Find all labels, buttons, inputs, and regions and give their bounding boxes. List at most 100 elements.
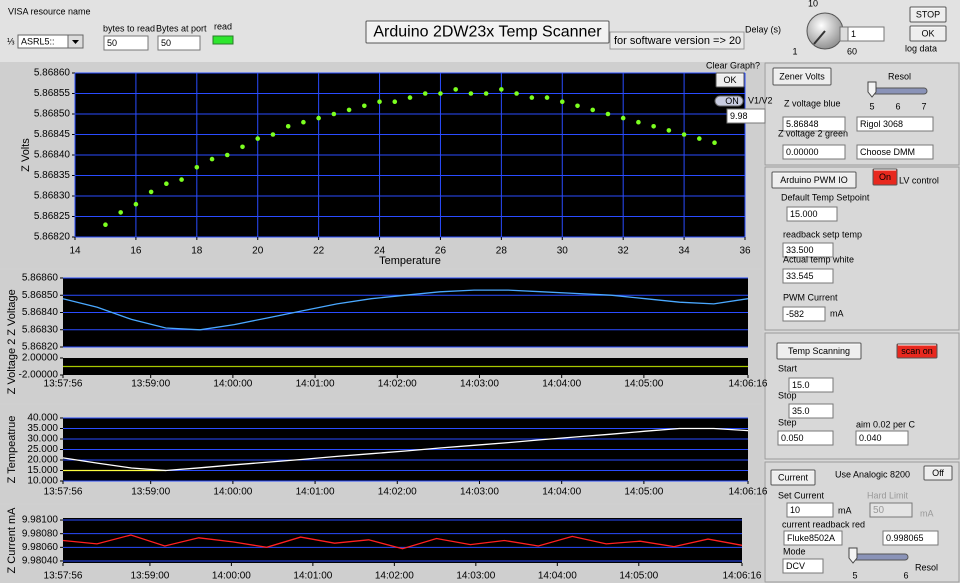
label: Z voltage 2 green — [778, 128, 848, 138]
toggle[interactable] — [714, 95, 744, 107]
x-tick-label: 13:59:00 — [131, 379, 170, 390]
button[interactable] — [770, 469, 816, 486]
data-point — [651, 124, 656, 129]
label: read — [214, 21, 232, 31]
y-tick-label: 9.98060 — [22, 542, 59, 553]
field-value: Choose DMM — [860, 147, 915, 157]
x-tick-label: 14:03:00 — [460, 487, 499, 498]
y-tick-label: 5.86855 — [34, 88, 71, 99]
y-tick-label: 10.000 — [27, 476, 58, 487]
field-box[interactable] — [882, 530, 939, 546]
x-tick-label: 14:01:00 — [296, 379, 335, 390]
x-tick-label: 36 — [739, 246, 751, 257]
button[interactable] — [715, 72, 745, 88]
button[interactable] — [772, 67, 832, 86]
y-axis-label: Z Current mA — [6, 507, 18, 574]
field-box[interactable] — [847, 26, 885, 42]
io-icon: ⅓ — [7, 36, 15, 46]
button[interactable] — [923, 465, 953, 481]
field-value: 33.500 — [786, 245, 814, 255]
button[interactable] — [872, 168, 898, 186]
field-value: 15.000 — [790, 209, 818, 219]
slider-thumb[interactable] — [848, 547, 858, 564]
y-tick-label: 15.000 — [27, 465, 58, 476]
y-tick-label: 35.000 — [27, 423, 58, 434]
x-tick-label: 26 — [435, 246, 447, 257]
y-tick-label: 5.86825 — [34, 211, 71, 222]
field-value: 5.86848 — [786, 119, 819, 129]
slider-track[interactable] — [849, 553, 909, 561]
data-point — [194, 165, 200, 170]
slider-track[interactable] — [869, 87, 928, 95]
data-point — [209, 156, 215, 162]
x-tick-label: 13:57:56 — [44, 571, 83, 582]
field-box[interactable] — [786, 206, 838, 222]
x-tick-label: 13:57:56 — [44, 379, 83, 390]
knob-tick-label: 10 — [808, 0, 818, 8]
x-axis-label: Temperature — [379, 255, 441, 267]
y-axis-label: Z Voltage 2 — [6, 339, 18, 395]
y-tick-label: 5.86840 — [34, 150, 71, 161]
data-point — [438, 91, 443, 96]
field-box[interactable] — [782, 268, 834, 284]
y-tick-label: 9.98080 — [22, 528, 59, 539]
field-box[interactable] — [788, 377, 834, 393]
field-box[interactable] — [855, 430, 909, 446]
button[interactable] — [896, 343, 938, 359]
data-point — [529, 95, 535, 100]
x-tick-label: 14:01:00 — [293, 571, 332, 582]
data-point — [620, 115, 626, 121]
y-tick-label: 5.86845 — [34, 129, 71, 140]
field-value: 50 — [873, 505, 885, 516]
field-box[interactable] — [103, 35, 149, 51]
x-tick-label: 14:06:16 — [729, 487, 768, 498]
field-box[interactable] — [856, 116, 934, 132]
knob-tick-label: 60 — [847, 46, 857, 56]
y-tick-label: 5.86830 — [22, 324, 59, 335]
button[interactable] — [365, 20, 610, 44]
y-tick-label: 30.000 — [27, 434, 58, 445]
data-point — [240, 144, 245, 150]
data-line — [62, 427, 749, 472]
label: Resol — [888, 71, 911, 81]
field-box[interactable] — [786, 502, 834, 518]
field-box[interactable] — [783, 530, 843, 546]
y-axis-label: Z Tempeatrue — [6, 416, 18, 484]
field-box[interactable] — [782, 116, 846, 132]
field-box[interactable] — [726, 108, 766, 124]
x-tick-label: 14:02:00 — [375, 571, 414, 582]
y-axis-label: Z Voltage — [6, 289, 18, 335]
field-box[interactable] — [856, 144, 934, 160]
field-box[interactable] — [782, 306, 826, 322]
button[interactable] — [771, 171, 857, 189]
field-box[interactable] — [788, 403, 834, 419]
data-point — [301, 119, 306, 125]
button[interactable] — [909, 6, 947, 23]
data-point — [544, 95, 550, 100]
data-point — [377, 99, 382, 104]
field-box[interactable] — [782, 242, 834, 258]
label: Z voltage blue — [784, 98, 841, 108]
button[interactable] — [776, 342, 862, 360]
button[interactable] — [909, 25, 947, 42]
data-point — [483, 91, 489, 96]
data-point — [575, 103, 580, 109]
y-tick-label: 5.86830 — [34, 191, 71, 202]
button-text: Off — [932, 468, 944, 478]
slider-tick-label: 7 — [921, 101, 926, 111]
field-box[interactable] — [869, 502, 913, 518]
field-box[interactable] — [782, 144, 846, 160]
toggle-text: ON — [725, 96, 739, 106]
field-box[interactable] — [157, 35, 201, 51]
y-tick-label: 9.98040 — [22, 556, 59, 567]
label: LV control — [899, 175, 939, 185]
slider-thumb[interactable] — [867, 81, 877, 98]
y-tick-label: 20.000 — [27, 455, 58, 466]
data-point — [148, 189, 154, 195]
field-box[interactable] — [777, 430, 834, 446]
x-tick-label: 14:03:00 — [456, 571, 495, 582]
field-box[interactable] — [782, 558, 824, 574]
label: log data — [905, 43, 937, 53]
spin-arrows[interactable] — [839, 26, 849, 42]
section-pwm — [764, 166, 960, 331]
